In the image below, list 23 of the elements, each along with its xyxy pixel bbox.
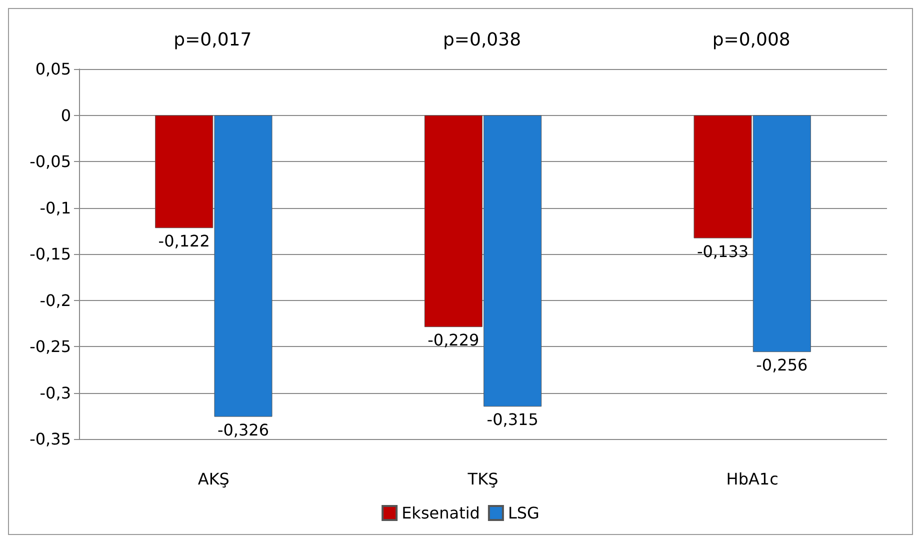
- legend-label: Eksenatid: [402, 504, 480, 522]
- x-tick-label: TKŞ: [466, 470, 498, 488]
- y-tick-label: -0,1: [40, 198, 71, 218]
- y-tick-label: 0: [60, 106, 71, 125]
- legend-label: LSG: [508, 504, 540, 522]
- x-tick-label: HbA1c: [726, 470, 778, 488]
- y-tick-label: 0,05: [35, 60, 71, 78]
- y-tick-label: -0,05: [30, 152, 71, 171]
- y-tick-label: -0,15: [30, 244, 71, 264]
- data-label: -0,315: [486, 410, 538, 430]
- y-tick-label: -0,3: [40, 383, 71, 402]
- data-label: -0,256: [756, 356, 808, 375]
- y-tick-label: -0,35: [30, 430, 71, 448]
- y-tick-label: -0,2: [40, 290, 71, 310]
- data-label: -0,229: [428, 330, 480, 350]
- data-label: -0,122: [158, 232, 210, 251]
- text: p=0,008: [712, 30, 790, 50]
- text: p=0,038: [443, 30, 522, 50]
- y-tick-label: -0,25: [30, 337, 71, 356]
- data-label: -0,326: [217, 420, 270, 440]
- x-tick-label: AKŞ: [198, 470, 230, 488]
- data-label: -0,133: [696, 242, 749, 261]
- text: p=0,017: [174, 30, 252, 50]
